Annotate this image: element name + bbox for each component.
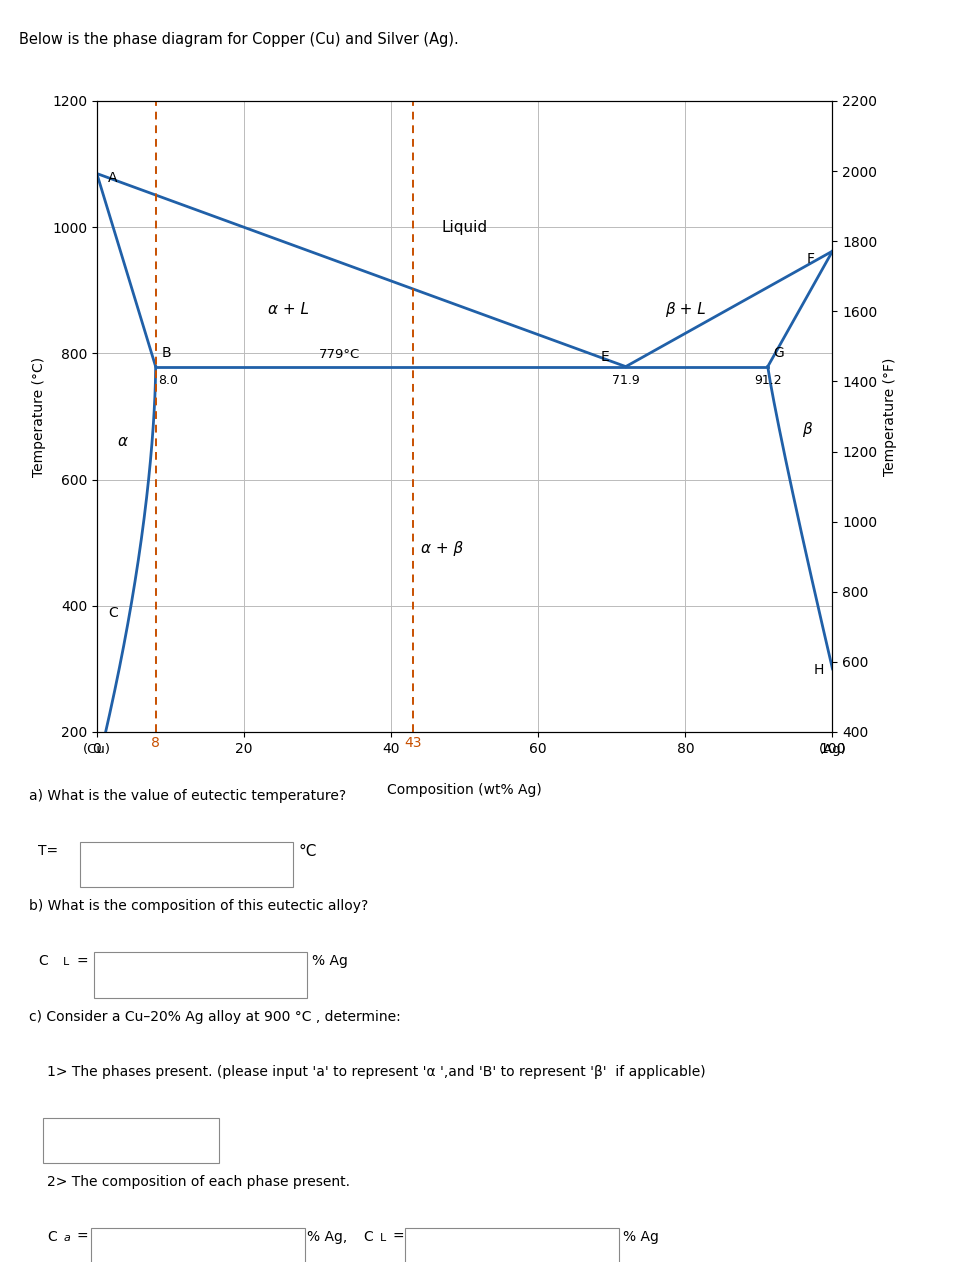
- FancyBboxPatch shape: [91, 1228, 305, 1262]
- Text: 1> The phases present. (please input 'a' to represent 'α ',and 'B' to represent : 1> The phases present. (please input 'a'…: [47, 1065, 706, 1079]
- Text: F: F: [806, 251, 815, 266]
- Text: (Cu): (Cu): [83, 743, 110, 756]
- Text: B: B: [162, 346, 171, 361]
- FancyBboxPatch shape: [79, 842, 293, 887]
- Text: L: L: [379, 1233, 386, 1243]
- Text: % Ag,: % Ag,: [308, 1230, 348, 1244]
- Text: (Ag): (Ag): [819, 743, 846, 756]
- Text: C: C: [107, 606, 117, 621]
- Text: β: β: [802, 422, 811, 437]
- Text: % Ag: % Ag: [312, 954, 348, 968]
- Text: 8: 8: [151, 736, 160, 750]
- Text: a: a: [64, 1233, 71, 1243]
- Text: H: H: [814, 663, 825, 678]
- Text: L: L: [63, 957, 70, 967]
- Text: α + β: α + β: [421, 541, 464, 557]
- Text: C: C: [363, 1230, 373, 1244]
- Text: % Ag: % Ag: [623, 1230, 659, 1244]
- FancyBboxPatch shape: [405, 1228, 619, 1262]
- Text: C: C: [47, 1230, 57, 1244]
- Text: α: α: [117, 434, 128, 449]
- Text: 71.9: 71.9: [612, 374, 640, 386]
- Text: Liquid: Liquid: [441, 220, 488, 235]
- Text: E: E: [601, 350, 610, 363]
- FancyBboxPatch shape: [43, 1118, 219, 1164]
- Text: =: =: [393, 1230, 405, 1244]
- Text: 43: 43: [405, 736, 422, 750]
- Text: C: C: [38, 954, 47, 968]
- Text: β + L: β + L: [665, 302, 706, 317]
- Text: 91.2: 91.2: [754, 374, 781, 386]
- Text: 779°C: 779°C: [318, 348, 360, 361]
- Text: 8.0: 8.0: [158, 374, 178, 386]
- X-axis label: Composition (wt% Ag): Composition (wt% Ag): [387, 784, 542, 798]
- Y-axis label: Temperature (°C): Temperature (°C): [32, 356, 46, 477]
- Text: T=: T=: [38, 844, 58, 858]
- Y-axis label: Temperature (°F): Temperature (°F): [883, 357, 897, 476]
- Text: A: A: [107, 170, 117, 186]
- Text: α + L: α + L: [267, 302, 309, 317]
- Text: b) What is the composition of this eutectic alloy?: b) What is the composition of this eutec…: [29, 900, 368, 914]
- FancyBboxPatch shape: [94, 952, 308, 997]
- Text: G: G: [773, 346, 784, 361]
- Text: °C: °C: [298, 844, 317, 859]
- Text: a) What is the value of eutectic temperature?: a) What is the value of eutectic tempera…: [29, 789, 346, 803]
- Text: =: =: [77, 954, 89, 968]
- Text: Below is the phase diagram for Copper (Cu) and Silver (Ag).: Below is the phase diagram for Copper (C…: [19, 32, 459, 47]
- Text: 2> The composition of each phase present.: 2> The composition of each phase present…: [47, 1175, 350, 1189]
- Text: c) Consider a Cu–20% Ag alloy at 900 °C , determine:: c) Consider a Cu–20% Ag alloy at 900 °C …: [29, 1010, 401, 1023]
- Text: =: =: [77, 1230, 89, 1244]
